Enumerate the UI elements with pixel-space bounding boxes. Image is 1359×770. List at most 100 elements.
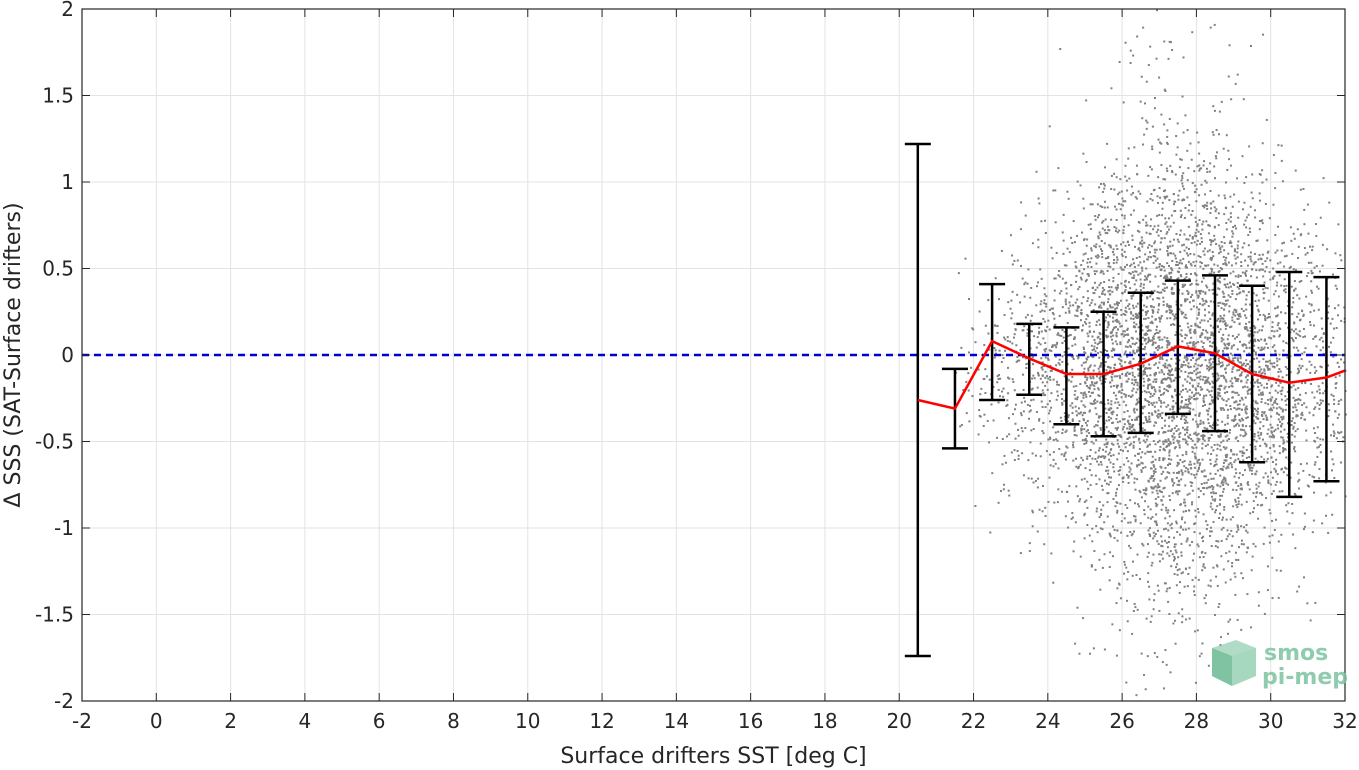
scatter-point bbox=[997, 378, 1000, 381]
scatter-point bbox=[1281, 389, 1284, 392]
scatter-point bbox=[1129, 272, 1132, 275]
scatter-point bbox=[1195, 290, 1198, 293]
scatter-point bbox=[1171, 368, 1174, 371]
scatter-point bbox=[1178, 490, 1181, 493]
scatter-point bbox=[1270, 385, 1273, 388]
scatter-point bbox=[1101, 227, 1104, 230]
scatter-point bbox=[1234, 551, 1237, 554]
scatter-point bbox=[1241, 450, 1244, 453]
scatter-point bbox=[1183, 465, 1186, 468]
scatter-point bbox=[1207, 422, 1210, 425]
scatter-point bbox=[1255, 491, 1258, 494]
scatter-point bbox=[1111, 342, 1114, 345]
scatter-point bbox=[1197, 385, 1200, 388]
scatter-point bbox=[1174, 642, 1177, 645]
scatter-point bbox=[1260, 376, 1263, 379]
scatter-point bbox=[1191, 31, 1194, 34]
scatter-point bbox=[1199, 356, 1202, 359]
scatter-point bbox=[1100, 269, 1103, 272]
scatter-point bbox=[1191, 209, 1194, 212]
scatter-point bbox=[1140, 282, 1143, 285]
scatter-point bbox=[1040, 277, 1043, 280]
scatter-point bbox=[1158, 265, 1161, 268]
scatter-point bbox=[1191, 236, 1194, 239]
scatter-point bbox=[1321, 243, 1324, 246]
scatter-point bbox=[1218, 388, 1221, 391]
scatter-point bbox=[1075, 275, 1078, 278]
scatter-point bbox=[1099, 428, 1102, 431]
scatter-point bbox=[1331, 513, 1334, 516]
scatter-point bbox=[1120, 282, 1123, 285]
scatter-point bbox=[1172, 432, 1175, 435]
scatter-point bbox=[1016, 359, 1019, 362]
scatter-point bbox=[1131, 574, 1134, 577]
scatter-point bbox=[1138, 361, 1141, 364]
scatter-point bbox=[1222, 255, 1225, 258]
scatter-point bbox=[1286, 390, 1289, 393]
scatter-point bbox=[1254, 472, 1257, 475]
scatter-point bbox=[1168, 272, 1171, 275]
scatter-point bbox=[1188, 463, 1191, 466]
scatter-point bbox=[1203, 426, 1206, 429]
scatter-point bbox=[1202, 351, 1205, 354]
scatter-point bbox=[1270, 430, 1273, 433]
scatter-point bbox=[1099, 205, 1102, 208]
scatter-point bbox=[1017, 458, 1020, 461]
scatter-point bbox=[1281, 410, 1284, 413]
scatter-point bbox=[1313, 491, 1316, 494]
scatter-point bbox=[1187, 527, 1190, 530]
scatter-point bbox=[1148, 598, 1151, 601]
scatter-point bbox=[1126, 241, 1129, 244]
scatter-point bbox=[1240, 307, 1243, 310]
scatter-point bbox=[1322, 392, 1325, 395]
scatter-point bbox=[1184, 504, 1187, 507]
scatter-point bbox=[1147, 275, 1150, 278]
scatter-point bbox=[1112, 248, 1115, 251]
scatter-point bbox=[1304, 347, 1307, 350]
scatter-point bbox=[1154, 502, 1157, 505]
scatter-point bbox=[1330, 469, 1333, 472]
scatter-point bbox=[1263, 372, 1266, 375]
scatter-point bbox=[1161, 540, 1164, 543]
scatter-point bbox=[1091, 457, 1094, 460]
scatter-point bbox=[1240, 487, 1243, 490]
scatter-point bbox=[1220, 441, 1223, 444]
scatter-point bbox=[1125, 566, 1128, 569]
scatter-point bbox=[1319, 399, 1322, 402]
scatter-point bbox=[1273, 275, 1276, 278]
scatter-point bbox=[1071, 375, 1074, 378]
scatter-point bbox=[1266, 365, 1269, 368]
scatter-point bbox=[1189, 376, 1192, 379]
scatter-point bbox=[1173, 417, 1176, 420]
scatter-point bbox=[1134, 378, 1137, 381]
scatter-point bbox=[1143, 348, 1146, 351]
scatter-point bbox=[1086, 238, 1089, 241]
scatter-point bbox=[1112, 466, 1115, 469]
scatter-point bbox=[1120, 253, 1123, 256]
scatter-point bbox=[1138, 255, 1141, 258]
scatter-point bbox=[1080, 456, 1083, 459]
scatter-point bbox=[1202, 399, 1205, 402]
scatter-point bbox=[1227, 334, 1230, 337]
scatter-point bbox=[1044, 406, 1047, 409]
scatter-point bbox=[1100, 301, 1103, 304]
scatter-point bbox=[1227, 286, 1230, 289]
scatter-point bbox=[1181, 384, 1184, 387]
scatter-point bbox=[1312, 519, 1315, 522]
scatter-point bbox=[1278, 358, 1281, 361]
scatter-point bbox=[1198, 412, 1201, 415]
scatter-point bbox=[1333, 477, 1336, 480]
scatter-point bbox=[1173, 427, 1176, 430]
scatter-point bbox=[1219, 267, 1222, 270]
scatter-point bbox=[1260, 372, 1263, 375]
scatter-point bbox=[1153, 248, 1156, 251]
scatter-point bbox=[1128, 444, 1131, 447]
scatter-point bbox=[1183, 233, 1186, 236]
scatter-point bbox=[1255, 294, 1258, 297]
scatter-point bbox=[1271, 384, 1274, 387]
scatter-point bbox=[1242, 419, 1245, 422]
scatter-point bbox=[1318, 403, 1321, 406]
scatter-point bbox=[1291, 417, 1294, 420]
scatter-point bbox=[1146, 421, 1149, 424]
scatter-point bbox=[1163, 269, 1166, 272]
